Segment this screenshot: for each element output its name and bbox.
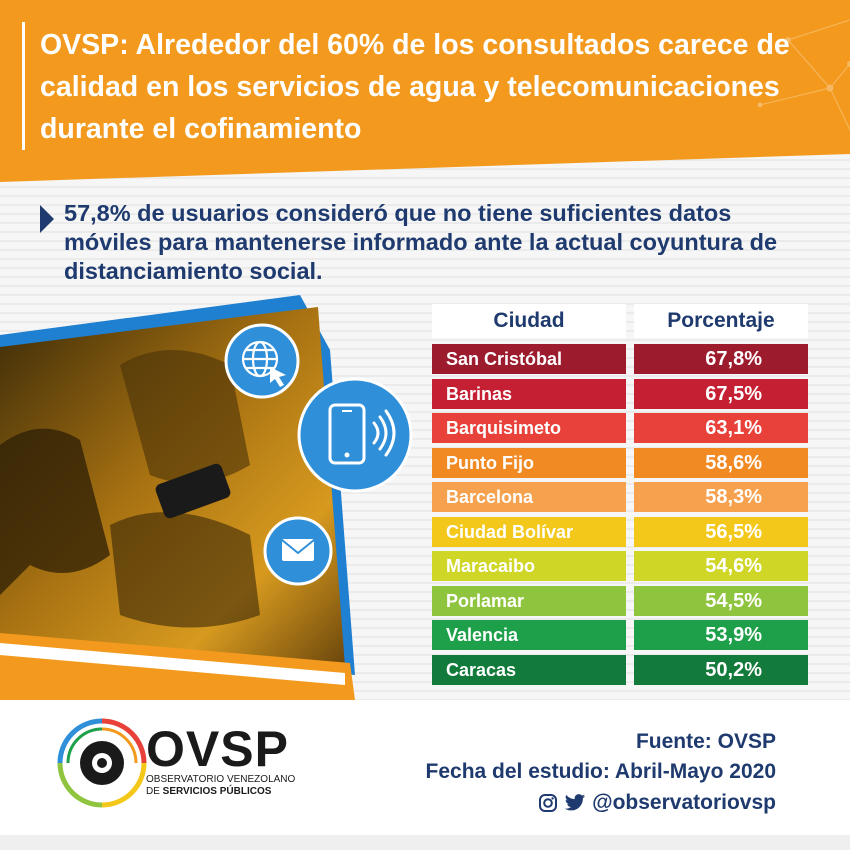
envelope-icon [263, 516, 333, 586]
table-row: Caracas 50,2% [432, 654, 808, 685]
city-cell: San Cristóbal [432, 344, 626, 374]
city-cell: Barinas [432, 378, 626, 409]
bottom-strip [0, 835, 850, 850]
city-cell: Barcelona [432, 482, 626, 512]
photo-illustration [0, 295, 413, 700]
percentage-cell: 58,3% [634, 482, 808, 512]
network-decoration [757, 19, 850, 131]
content-area: 57,8% de usuarios consideró que no tiene… [0, 152, 850, 700]
percentage-cell: 54,5% [634, 585, 808, 616]
percentage-cell: 54,6% [634, 551, 808, 581]
city-cell: Punto Fijo [432, 447, 626, 478]
table-row: Barquisimeto 63,1% [432, 413, 808, 443]
city-cell: Maracaibo [432, 551, 626, 581]
logo-wordmark: OVSP [146, 721, 289, 777]
table-row: Porlamar 54,5% [432, 585, 808, 616]
logo-subtitle-line2: DE SERVICIOS PÚBLICOS [146, 786, 272, 797]
percentage-cell: 50,2% [634, 654, 808, 685]
social-handle: @observatoriovsp [592, 791, 776, 814]
smartphone-wifi-icon [297, 377, 413, 493]
percentage-cell: 53,9% [634, 620, 808, 650]
city-cell: Ciudad Bolívar [432, 516, 626, 547]
header-city: Ciudad [432, 304, 626, 338]
city-cell: Porlamar [432, 585, 626, 616]
header-banner: OVSP: Alrededor del 60% de los consultad… [0, 0, 850, 152]
subtitle-text: 57,8% de usuarios consideró que no tiene… [64, 200, 778, 284]
percentage-cell: 67,8% [634, 344, 808, 374]
city-cell: Caracas [432, 654, 626, 685]
ovsp-eye-logo [57, 718, 147, 808]
subtitle-arrow-icon [40, 205, 54, 233]
percentage-cell: 56,5% [634, 516, 808, 547]
city-cell: Valencia [432, 620, 626, 650]
headline: OVSP: Alrededor del 60% de los consultad… [40, 29, 790, 145]
social-handle-row: @observatoriovsp [538, 789, 776, 816]
header-accent-bar [22, 22, 25, 150]
table-row: Barinas 67,5% [432, 378, 808, 409]
table-row: Maracaibo 54,6% [432, 551, 808, 581]
study-date-text: Fecha del estudio: Abril-Mayo 2020 [425, 760, 776, 783]
table-row: Punto Fijo 58,6% [432, 447, 808, 478]
city-cell: Barquisimeto [432, 413, 626, 443]
table-row: Ciudad Bolívar 56,5% [432, 516, 808, 547]
percentage-cell: 58,6% [634, 447, 808, 478]
table-row: Barcelona 58,3% [432, 482, 808, 512]
table-row: Valencia 53,9% [432, 620, 808, 650]
header-percentage: Porcentaje [634, 304, 808, 338]
instagram-icon [539, 793, 558, 812]
source-text: Fuente: OVSP [635, 730, 776, 753]
table-row: San Cristóbal 67,8% [432, 344, 808, 374]
footer: OVSP OBSERVATORIO VENEZOLANO DE SERVICIO… [0, 700, 850, 850]
orange-diagonal-stripe [0, 152, 850, 182]
twitter-icon [564, 793, 586, 810]
percentage-cell: 67,5% [634, 378, 808, 409]
percentage-cell: 63,1% [634, 413, 808, 443]
logo-subtitle-line1: OBSERVATORIO VENEZOLANO [146, 774, 296, 785]
table-header: Ciudad Porcentaje [432, 304, 808, 338]
globe-cursor-icon [224, 323, 300, 399]
